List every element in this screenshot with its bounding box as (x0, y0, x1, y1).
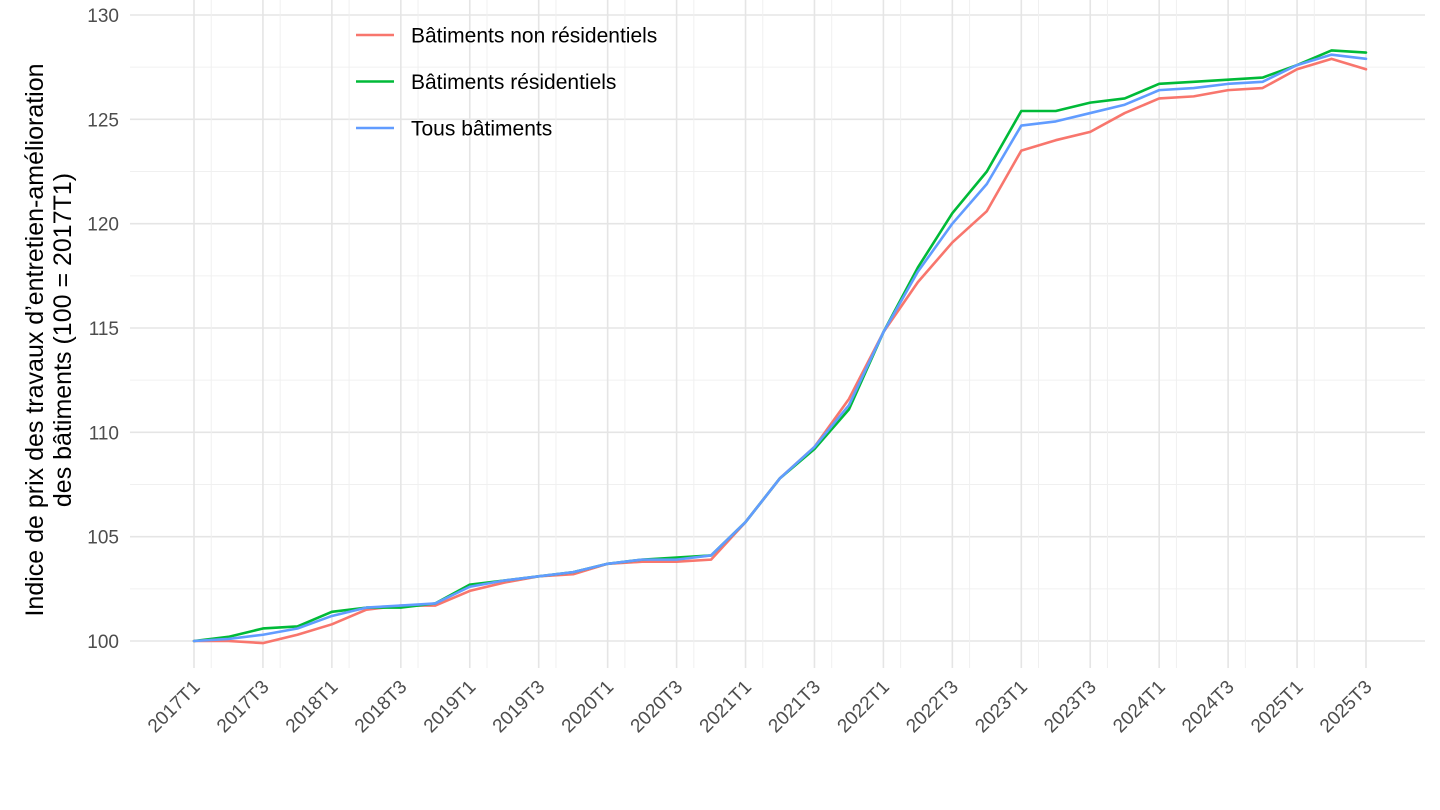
y-axis-title-line2: des bâtiments (100 = 2017T1) (49, 173, 77, 507)
series-line-2 (192, 49, 1368, 643)
y-tick-label: 115 (89, 319, 119, 340)
x-tick-label: 2018T3 (351, 677, 411, 737)
x-tick-label: 2024T1 (1109, 677, 1169, 737)
series-line-3 (192, 53, 1368, 643)
legend-label: Bâtiments résidentiels (411, 71, 616, 94)
x-tick-label: 2022T3 (902, 677, 962, 737)
x-tick-label: 2018T1 (282, 677, 342, 737)
y-axis-title: Indice de prix des travaux d’entretien-a… (21, 63, 77, 616)
x-tick-label: 2019T3 (489, 677, 549, 737)
x-tick-label: 2019T1 (420, 677, 480, 737)
x-tick-label: 2021T3 (765, 677, 825, 737)
x-tick-label: 2023T1 (971, 677, 1031, 737)
x-tick-label: 2025T3 (1316, 677, 1376, 737)
y-axis-title-line1: Indice de prix des travaux d’entretien-a… (21, 63, 49, 616)
y-tick-label: 130 (87, 6, 119, 27)
x-tick-label: 2017T3 (213, 677, 273, 737)
legend-label: Bâtiments non résidentiels (411, 25, 657, 48)
x-tick-label: 2017T1 (144, 677, 204, 737)
y-tick-label: 120 (87, 215, 119, 236)
x-tick-label: 2020T3 (627, 677, 687, 737)
y-tick-label: 100 (87, 632, 119, 653)
x-tick-label: 2022T1 (834, 677, 894, 737)
legend: Bâtiments non résidentiels Bâtiments rési… (356, 25, 657, 141)
legend-item: Tous bâtiments (356, 118, 552, 141)
x-tick-label: 2020T1 (558, 677, 618, 737)
series-lines (192, 49, 1368, 645)
legend-item: Bâtiments résidentiels (356, 71, 616, 94)
y-tick-label: 125 (87, 110, 119, 131)
series-line-1 (192, 57, 1368, 645)
x-tick-label: 2021T1 (696, 677, 756, 737)
grid (130, 0, 1425, 668)
x-tick-label: 2023T3 (1040, 677, 1100, 737)
y-tick-label: 110 (89, 423, 119, 444)
x-tick-label: 2024T3 (1178, 677, 1238, 737)
y-tick-label: 105 (87, 528, 119, 549)
x-axis-ticks: 2017T1 2017T3 2018T1 2018T3 2019T1 2019T3 2020… (144, 677, 1376, 737)
y-axis-ticks: 100 105 110 115 120 125 130 (87, 6, 119, 653)
legend-item: Bâtiments non résidentiels (356, 25, 657, 48)
x-tick-label: 2025T1 (1247, 677, 1307, 737)
legend-label: Tous bâtiments (411, 118, 552, 141)
